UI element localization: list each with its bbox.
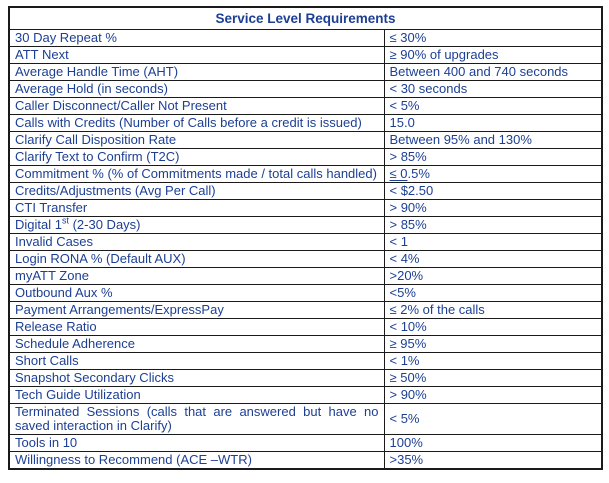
value-cell: ≤ 2% of the calls (383, 301, 603, 319)
metric-cell: Login RONA % (Default AUX) (8, 250, 385, 268)
value-cell: < 5% (383, 403, 603, 435)
metric-cell: Short Calls (8, 352, 385, 370)
metric-cell: Average Hold (in seconds) (8, 80, 385, 98)
table-row: ATT Next ≥ 90% of upgrades (8, 46, 603, 64)
table-header-row: Service Level Requirements (8, 6, 603, 30)
table-row: Terminated Sessions (calls that are answ… (8, 403, 603, 435)
value-cell: > 85% (383, 148, 603, 166)
table-row: Short Calls < 1% (8, 352, 603, 370)
table-row: Clarify Text to Confirm (T2C) > 85% (8, 148, 603, 166)
value-cell: >20% (383, 267, 603, 285)
table-row: Invalid Cases < 1 (8, 233, 603, 251)
metric-cell: Willingness to Recommend (ACE –WTR) (8, 451, 385, 470)
table-row: Tech Guide Utilization > 90% (8, 386, 603, 404)
table-row: Schedule Adherence ≥ 95% (8, 335, 603, 353)
value-cell: ≤ 0.5% (383, 165, 603, 183)
superscript-text: st (61, 216, 69, 226)
value-cell: Between 400 and 740 seconds (383, 63, 603, 81)
metric-cell: Schedule Adherence (8, 335, 385, 353)
table-row: Snapshot Secondary Clicks ≥ 50% (8, 369, 603, 387)
text-segment: .5% (407, 166, 430, 181)
metric-cell: 30 Day Repeat % (8, 29, 385, 47)
table-row: 30 Day Repeat % ≤ 30% (8, 29, 603, 47)
table-row: Commitment % (% of Commitments made / to… (8, 165, 603, 183)
metric-cell: Snapshot Secondary Clicks (8, 369, 385, 387)
table-row: Calls with Credits (Number of Calls befo… (8, 114, 603, 132)
metric-cell: Payment Arrangements/ExpressPay (8, 301, 385, 319)
value-cell: ≥ 90% of upgrades (383, 46, 603, 64)
value-cell: < 5% (383, 97, 603, 115)
value-cell: > 90% (383, 199, 603, 217)
table-row: Payment Arrangements/ExpressPay ≤ 2% of t… (8, 301, 603, 319)
value-cell: 15.0 (383, 114, 603, 132)
value-cell: Between 95% and 130% (383, 131, 603, 149)
value-cell: >35% (383, 451, 603, 470)
value-cell: > 85% (383, 216, 603, 234)
table-title: Service Level Requirements (8, 6, 603, 30)
text-segment: (2-30 Days) (68, 217, 141, 232)
table-row: Outbound Aux % <5% (8, 284, 603, 302)
metric-cell: myATT Zone (8, 267, 385, 285)
table-row: Credits/Adjustments (Avg Per Call) < $2.5… (8, 182, 603, 200)
metric-cell: Tools in 10 (8, 434, 385, 452)
metric-cell: Clarify Text to Confirm (T2C) (8, 148, 385, 166)
table-row: Average Hold (in seconds) < 30 seconds (8, 80, 603, 98)
metric-cell: Commitment % (% of Commitments made / to… (8, 165, 385, 183)
metric-cell: Outbound Aux % (8, 284, 385, 302)
text-segment: ≤ 0 (389, 166, 408, 181)
metric-cell: Average Handle Time (AHT) (8, 63, 385, 81)
value-cell: < 1% (383, 352, 603, 370)
metric-cell: Clarify Call Disposition Rate (8, 131, 385, 149)
metric-cell: Terminated Sessions (calls that are answ… (8, 403, 385, 435)
metric-cell: Digital 1st (2-30 Days) (8, 216, 385, 234)
metric-cell: Invalid Cases (8, 233, 385, 251)
value-cell: < 1 (383, 233, 603, 251)
metric-cell: Tech Guide Utilization (8, 386, 385, 404)
table-row: Login RONA % (Default AUX) < 4% (8, 250, 603, 268)
metric-cell: Credits/Adjustments (Avg Per Call) (8, 182, 385, 200)
value-cell: < 10% (383, 318, 603, 336)
table-row: CTI Transfer > 90% (8, 199, 603, 217)
metric-cell: ATT Next (8, 46, 385, 64)
value-cell: ≥ 50% (383, 369, 603, 387)
table-row: Average Handle Time (AHT) Between 400 and… (8, 63, 603, 81)
value-cell: < $2.50 (383, 182, 603, 200)
value-cell: > 90% (383, 386, 603, 404)
value-cell: < 4% (383, 250, 603, 268)
table-row: myATT Zone >20% (8, 267, 603, 285)
table-body: 30 Day Repeat % ≤ 30% ATT Next ≥ 90% of upg… (8, 29, 603, 470)
metric-cell: Release Ratio (8, 318, 385, 336)
value-cell: < 30 seconds (383, 80, 603, 98)
table-row: Tools in 10 100% (8, 434, 603, 452)
value-cell: 100% (383, 434, 603, 452)
service-level-requirements-table: Service Level Requirements 30 Day Repeat… (8, 6, 603, 470)
table-row: Release Ratio < 10% (8, 318, 603, 336)
table-row: Digital 1st (2-30 Days) > 85% (8, 216, 603, 234)
metric-cell: Calls with Credits (Number of Calls befo… (8, 114, 385, 132)
value-cell: ≥ 95% (383, 335, 603, 353)
table-row: Willingness to Recommend (ACE –WTR) >35% (8, 451, 603, 470)
text-segment: Digital 1 (15, 217, 62, 232)
value-cell: ≤ 30% (383, 29, 603, 47)
table-row: Clarify Call Disposition Rate Between 95%… (8, 131, 603, 149)
metric-cell: CTI Transfer (8, 199, 385, 217)
metric-cell: Caller Disconnect/Caller Not Present (8, 97, 385, 115)
table-row: Caller Disconnect/Caller Not Present < 5% (8, 97, 603, 115)
value-cell: <5% (383, 284, 603, 302)
